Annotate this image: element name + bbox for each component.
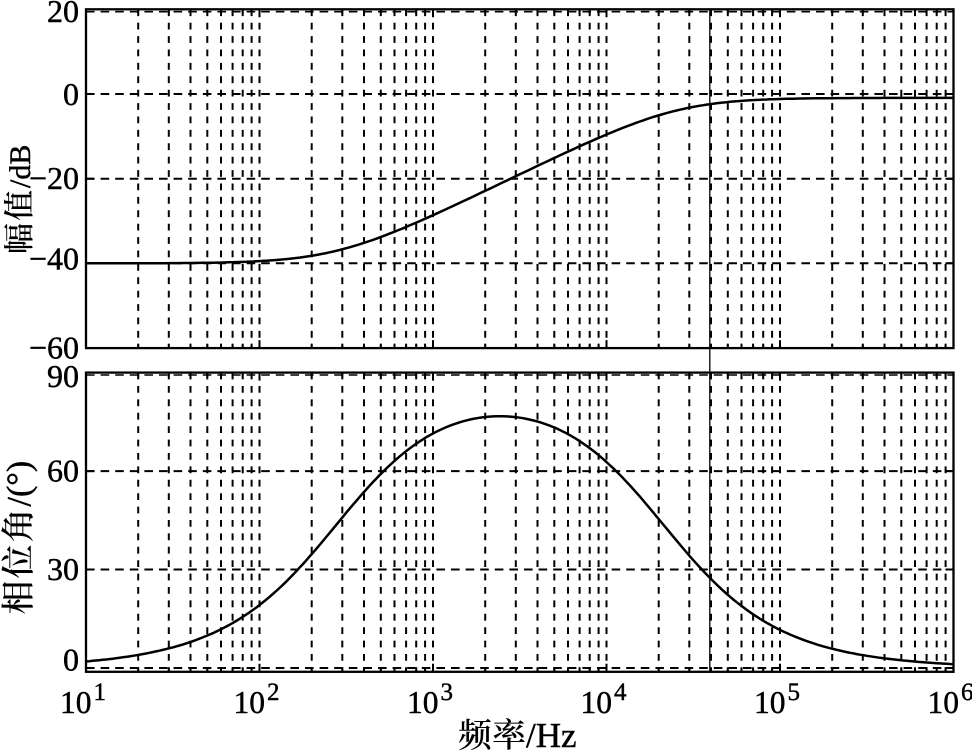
svg-text:0: 0 <box>63 76 79 112</box>
svg-text:60: 60 <box>47 453 79 489</box>
svg-text:−20: −20 <box>29 160 79 196</box>
svg-text:90: 90 <box>47 358 79 394</box>
svg-text:−60: −60 <box>29 330 79 366</box>
svg-text:1: 1 <box>94 679 107 706</box>
svg-text:/dB: /dB <box>4 145 37 188</box>
svg-text:5: 5 <box>788 679 801 706</box>
svg-text:10: 10 <box>234 685 266 720</box>
svg-text:/Hz: /Hz <box>526 716 577 751</box>
svg-text:20: 20 <box>47 0 79 29</box>
svg-text:−40: −40 <box>29 240 79 276</box>
svg-text:4: 4 <box>614 679 627 706</box>
svg-text:10: 10 <box>928 685 960 720</box>
svg-text:10: 10 <box>60 685 92 720</box>
svg-text:10: 10 <box>581 685 613 720</box>
svg-text:10: 10 <box>754 685 786 720</box>
svg-text:30: 30 <box>47 551 79 587</box>
svg-text:6: 6 <box>961 679 972 706</box>
svg-text:3: 3 <box>441 679 454 706</box>
svg-text:0: 0 <box>63 642 79 678</box>
svg-text:10: 10 <box>407 685 439 720</box>
svg-text:/(°): /(°) <box>1 461 38 507</box>
svg-text:2: 2 <box>267 679 280 706</box>
